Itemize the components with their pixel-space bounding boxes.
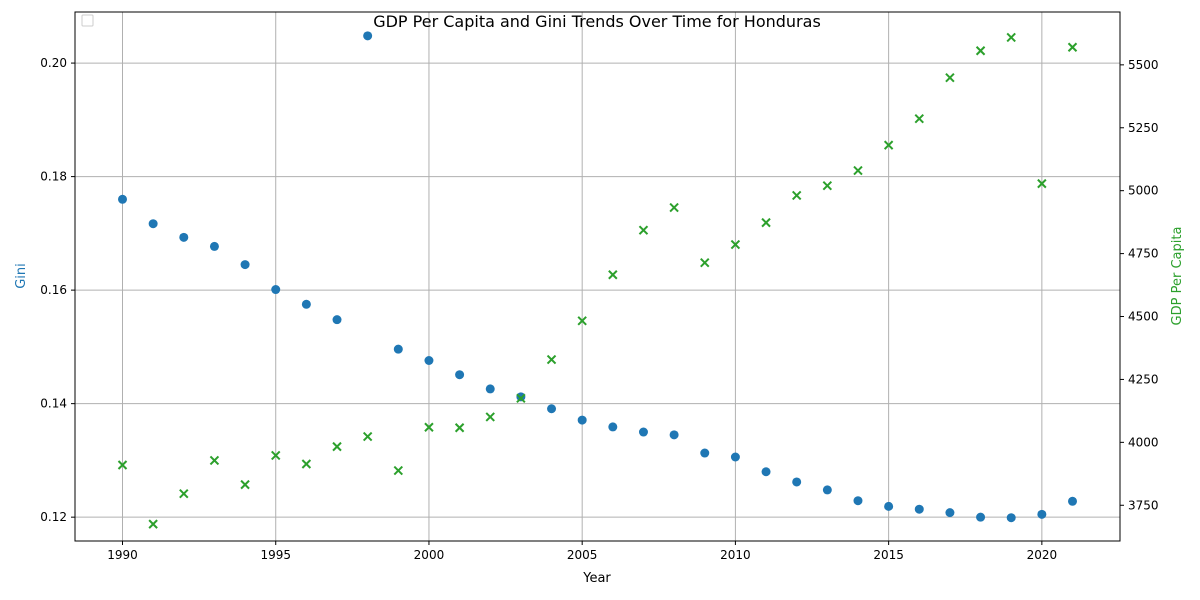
- left-tick-label: 0.20: [40, 56, 67, 70]
- gdp-point: [485, 412, 495, 422]
- gini-point: [363, 31, 373, 41]
- x-tick-label: 1995: [260, 548, 291, 562]
- gdp-point: [179, 488, 189, 499]
- gdp-point: [608, 270, 618, 280]
- gini-point: [332, 315, 342, 325]
- plot-frame: [74, 11, 1121, 542]
- x-tick-label: 2000: [414, 548, 445, 562]
- x-tick-label: 2020: [1027, 548, 1058, 562]
- gini-point: [945, 508, 955, 518]
- left-axis-title: Gini: [14, 263, 29, 289]
- gini-point: [669, 430, 679, 440]
- left-tick-label: 0.14: [40, 397, 67, 411]
- gini-point: [1037, 509, 1047, 519]
- gdp-point: [271, 450, 281, 461]
- right-tick-label: 4500: [1128, 310, 1159, 324]
- gdp-point: [332, 441, 342, 452]
- gini-point: [393, 344, 403, 354]
- gini-point: [608, 422, 618, 432]
- gdp-per-capita-series: [117, 32, 1078, 529]
- gdp-point: [424, 422, 434, 432]
- x-tick-label: 1990: [107, 548, 138, 562]
- gini-point: [148, 219, 158, 229]
- right-tick-label: 3750: [1128, 498, 1159, 512]
- gdp-point: [1037, 178, 1047, 189]
- gdp-point: [853, 165, 863, 176]
- right-axis-ticks: 3750 4000 4250 4500 4750 5000 5250 5500: [1120, 58, 1159, 512]
- gini-point: [638, 427, 648, 437]
- right-tick-label: 5250: [1128, 121, 1159, 135]
- gini-point: [424, 356, 434, 366]
- gini-point: [301, 299, 311, 309]
- right-tick-label: 5500: [1128, 58, 1159, 72]
- right-tick-label: 4000: [1128, 435, 1159, 449]
- gini-point: [179, 232, 189, 242]
- gini-point: [240, 260, 250, 270]
- gdp-point: [761, 217, 771, 228]
- gdp-point: [516, 393, 526, 404]
- gini-point: [577, 415, 587, 425]
- gini-point: [455, 370, 465, 380]
- right-axis-title: GDP Per Capita: [1170, 227, 1185, 326]
- right-tick-label: 5000: [1128, 184, 1159, 198]
- gini-point: [761, 467, 771, 477]
- gini-point: [976, 512, 986, 522]
- gini-point: [884, 501, 894, 511]
- gini-point: [1006, 513, 1016, 523]
- gdp-point: [914, 113, 924, 124]
- gdp-point: [393, 465, 404, 476]
- x-tick-label: 2015: [873, 548, 904, 562]
- gdp-point: [945, 72, 955, 83]
- left-tick-label: 0.12: [40, 510, 67, 524]
- gdp-point: [1067, 42, 1078, 52]
- gini-point: [485, 384, 495, 394]
- gdp-point: [362, 431, 373, 442]
- gdp-point: [730, 239, 741, 250]
- gdp-point: [117, 460, 128, 470]
- gdp-point: [454, 423, 465, 433]
- right-tick-label: 4250: [1128, 372, 1159, 386]
- legend-box: [81, 14, 94, 27]
- gdp-point: [669, 202, 679, 213]
- gdp-point: [209, 455, 220, 466]
- gini-point: [730, 452, 740, 462]
- left-tick-label: 0.18: [40, 170, 67, 184]
- gini-point: [271, 285, 281, 295]
- gdp-point: [577, 316, 587, 326]
- gini-point: [792, 477, 802, 487]
- left-axis-ticks: 0.12 0.14 0.16 0.18 0.20: [40, 56, 75, 524]
- gdp-point: [883, 140, 894, 150]
- chart-title: GDP Per Capita and Gini Trends Over Time…: [373, 12, 821, 31]
- gini-point: [853, 496, 863, 506]
- gdp-point: [700, 257, 710, 268]
- gdp-point: [240, 479, 250, 490]
- gini-series: [118, 31, 1077, 523]
- gini-point: [209, 241, 219, 251]
- x-tick-label: 2005: [567, 548, 598, 562]
- gini-point: [118, 194, 127, 204]
- gini-point: [914, 504, 924, 514]
- right-tick-label: 4750: [1128, 247, 1159, 261]
- grid: [75, 12, 1120, 541]
- gdp-point: [638, 225, 649, 235]
- gini-point: [516, 392, 526, 402]
- x-axis-ticks: 1990 1995 2000 2005 2010 2015 2020: [107, 541, 1057, 562]
- gini-point: [822, 485, 832, 495]
- gini-point: [700, 448, 710, 458]
- gini-point: [1068, 496, 1077, 506]
- gdp-point: [975, 46, 986, 56]
- left-tick-label: 0.16: [40, 283, 67, 297]
- x-tick-label: 2010: [720, 548, 751, 562]
- gdp-point: [791, 190, 802, 201]
- x-axis-title: Year: [582, 571, 611, 586]
- gini-point: [547, 404, 557, 414]
- gdp-point: [546, 354, 557, 365]
- gdp-point: [1006, 32, 1016, 43]
- gdp-point: [148, 519, 158, 529]
- gdp-point: [301, 459, 312, 469]
- gdp-point: [822, 180, 833, 191]
